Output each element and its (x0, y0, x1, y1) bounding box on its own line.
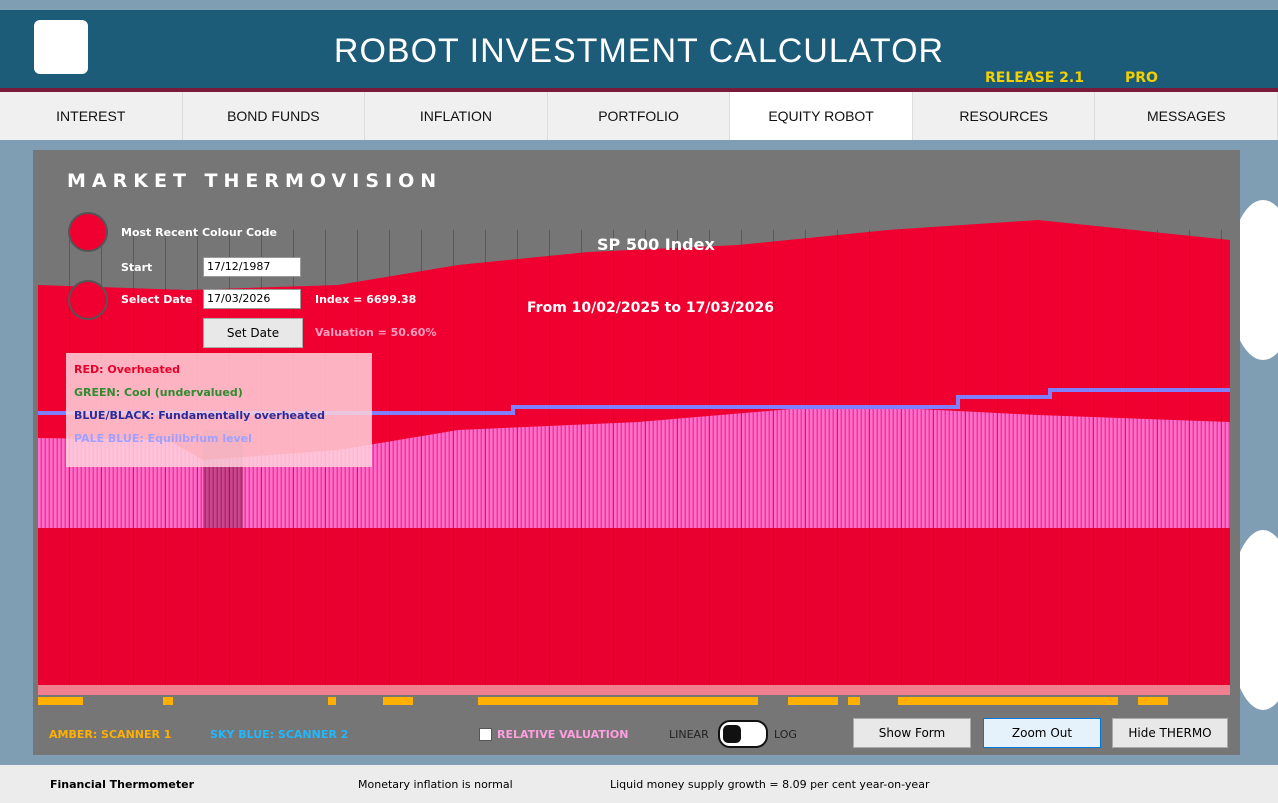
chart-title: SP 500 Index (597, 235, 715, 254)
tab[interactable]: PORTFOLIO (548, 92, 731, 140)
index-text: Index = 6699.38 (315, 293, 417, 306)
linear-label: LINEAR (669, 728, 709, 741)
release: RELEASE 2.1 (985, 70, 1084, 86)
button[interactable]: Zoom Out (983, 718, 1101, 748)
colour-indicator (68, 280, 108, 320)
chart-subtitle: From 10/02/2025 to 17/03/2026 (527, 300, 775, 316)
tab[interactable]: BOND FUNDS (183, 92, 366, 140)
colour-indicator (68, 212, 108, 252)
scanner2-label: SKY BLUE: SCANNER 2 (210, 728, 349, 741)
status-money: Liquid money supply growth = 8.09 per ce… (610, 778, 930, 791)
legend: RED: Overheated GREEN: Cool (undervalued)… (66, 353, 372, 467)
select-label: Select Date (121, 293, 193, 306)
legend-entry: BLUE/BLACK: Fundamentally overheated (74, 409, 326, 422)
tab[interactable]: EQUITY ROBOT (730, 92, 913, 140)
thermo-panel: MARKET THERMOVISION Most Recent Colour C… (33, 150, 1240, 755)
status-inflation: Monetary inflation is normal (358, 778, 513, 791)
status-bar: Financial Thermometer Monetary inflation… (0, 765, 1278, 803)
legend-entry: PALE BLUE: Equilibrium level (74, 432, 252, 445)
recent-label: Most Recent Colour Code (121, 226, 277, 239)
tab-bar: INTEREST BOND FUNDS INFLATION PORTFOLIO EQUI… (0, 92, 1278, 140)
status-title: Financial Thermometer (50, 778, 194, 791)
valuation-text: Valuation = 50.60% (315, 326, 437, 339)
legend-entry: GREEN: Cool (undervalued) (74, 386, 243, 399)
scale-toggle[interactable] (718, 720, 768, 748)
tab[interactable]: INTEREST (0, 92, 183, 140)
log-label: LOG (774, 728, 797, 741)
app-title: ROBOT INVESTMENT CALCULATOR (333, 32, 945, 70)
panel-title: MARKET THERMOVISION (67, 170, 443, 192)
tab[interactable]: RESOURCES (913, 92, 1096, 140)
tab[interactable]: MESSAGES (1095, 92, 1278, 140)
logo (34, 20, 88, 74)
header: ROBOT INVESTMENT CALCULATOR RELEASE 2.1 … (0, 10, 1278, 92)
select-input[interactable]: 17/03/2026 (203, 289, 301, 309)
set-date-button[interactable]: Set Date (203, 318, 303, 348)
start-input[interactable]: 17/12/1987 (203, 257, 301, 277)
tab[interactable]: INFLATION (365, 92, 548, 140)
scanner1-label: AMBER: SCANNER 1 (49, 728, 172, 741)
legend-entry: RED: Overheated (74, 363, 181, 376)
button[interactable]: Show Form (853, 718, 971, 748)
start-label: Start (121, 261, 153, 274)
button[interactable]: Hide THERMO (1112, 718, 1228, 748)
relative-label: RELATIVE VALUATION (497, 728, 629, 741)
relative-checkbox[interactable] (479, 728, 492, 741)
edition: PRO (1125, 70, 1158, 86)
